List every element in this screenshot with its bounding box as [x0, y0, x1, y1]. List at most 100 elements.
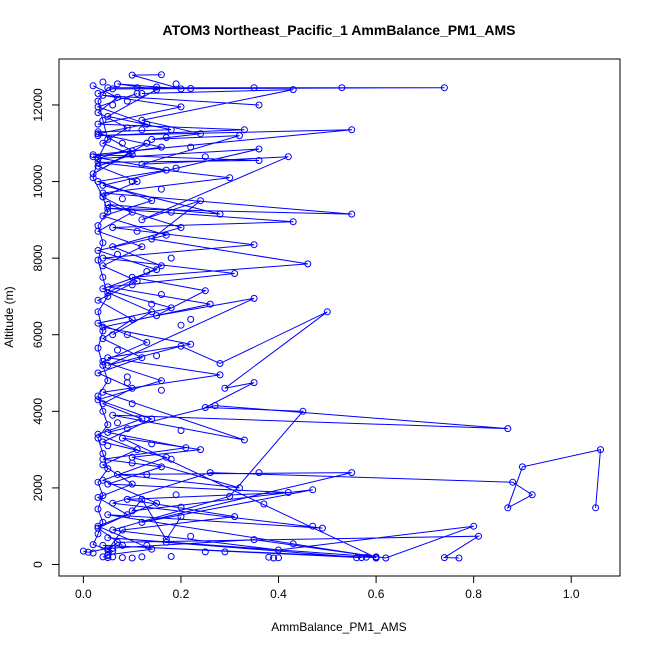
y-tick-label: 10000: [31, 165, 45, 199]
data-point: [309, 522, 317, 530]
data-point: [172, 80, 180, 88]
data-point: [104, 534, 112, 542]
data-point: [118, 541, 126, 549]
data-point: [118, 195, 126, 203]
data-point: [99, 78, 107, 86]
data-point: [104, 292, 112, 300]
data-point: [94, 319, 102, 327]
data-point: [504, 504, 512, 512]
data-point: [289, 218, 297, 226]
data-point: [153, 266, 161, 274]
data-point: [114, 80, 121, 88]
data-point: [123, 425, 131, 433]
data-point: [504, 425, 512, 433]
data-point: [133, 84, 141, 92]
data-point: [304, 260, 312, 268]
data-point: [211, 402, 219, 410]
data-point: [518, 463, 526, 471]
data-point: [104, 204, 112, 212]
data-point: [138, 243, 146, 251]
data-point: [99, 273, 107, 281]
data-point: [114, 250, 121, 258]
data-point: [123, 495, 131, 503]
chart-title: ATOM3 Northeast_Pacific_1 AmmBalance_PM1…: [163, 22, 516, 38]
data-point: [470, 522, 478, 530]
data-point: [104, 135, 112, 143]
data-point: [99, 518, 107, 526]
data-point: [128, 554, 136, 562]
data-point: [138, 518, 146, 526]
data-point: [231, 513, 239, 521]
data-point: [99, 91, 107, 99]
data-point: [148, 300, 156, 308]
data-point: [153, 86, 161, 94]
data-point: [255, 101, 263, 109]
data-point: [250, 536, 258, 544]
y-tick-label: 2000: [31, 474, 45, 501]
data-point: [89, 174, 97, 182]
data-point: [157, 71, 165, 79]
data-point: [157, 386, 165, 394]
data-point: [187, 85, 195, 92]
data-point: [118, 554, 126, 562]
points-layer: [79, 71, 604, 562]
data-point: [358, 554, 365, 562]
data-point: [104, 201, 112, 208]
data-point: [99, 358, 107, 365]
data-point: [138, 216, 146, 224]
data-point: [348, 469, 356, 477]
data-point: [133, 277, 141, 285]
data-point: [592, 504, 600, 512]
data-point: [118, 526, 126, 534]
data-point: [99, 189, 107, 197]
data-point: [197, 446, 204, 454]
data-point: [128, 208, 136, 216]
data-point: [94, 396, 102, 404]
data-point: [104, 511, 112, 519]
data-point: [99, 181, 107, 189]
data-point: [128, 384, 136, 392]
data-point: [157, 463, 165, 471]
data-point: [167, 553, 175, 560]
data-point: [128, 147, 136, 155]
data-point: [118, 139, 126, 147]
y-tick-label: 8000: [31, 244, 45, 271]
data-point: [94, 103, 102, 111]
data-point: [153, 83, 161, 91]
data-point: [162, 166, 170, 174]
data-point: [177, 503, 185, 511]
data-point: [153, 499, 161, 507]
data-point: [153, 352, 161, 360]
data-point: [94, 494, 102, 501]
data-point: [138, 415, 146, 423]
data-point: [109, 526, 117, 534]
data-point: [597, 446, 604, 454]
data-point: [250, 241, 258, 249]
data-point: [104, 377, 112, 385]
data-point: [94, 308, 102, 316]
data-point: [206, 469, 214, 477]
data-point: [148, 197, 156, 205]
data-point: [94, 120, 102, 128]
data-point: [94, 524, 102, 532]
data-point: [94, 128, 102, 136]
data-point: [348, 210, 356, 218]
data-point: [89, 549, 97, 557]
data-point: [89, 170, 97, 178]
data-point: [440, 554, 448, 562]
data-point: [104, 465, 112, 473]
data-point: [255, 157, 263, 164]
data-point: [109, 224, 117, 231]
data-point: [201, 287, 209, 295]
data-point: [99, 400, 107, 408]
data-point: [362, 553, 370, 561]
series-line-6: [83, 89, 474, 559]
data-point: [138, 553, 146, 561]
data-point: [99, 407, 107, 415]
data-point: [284, 489, 292, 496]
data-point: [133, 227, 141, 235]
data-point: [123, 124, 131, 132]
data-point: [89, 151, 97, 159]
data-point: [172, 164, 180, 172]
